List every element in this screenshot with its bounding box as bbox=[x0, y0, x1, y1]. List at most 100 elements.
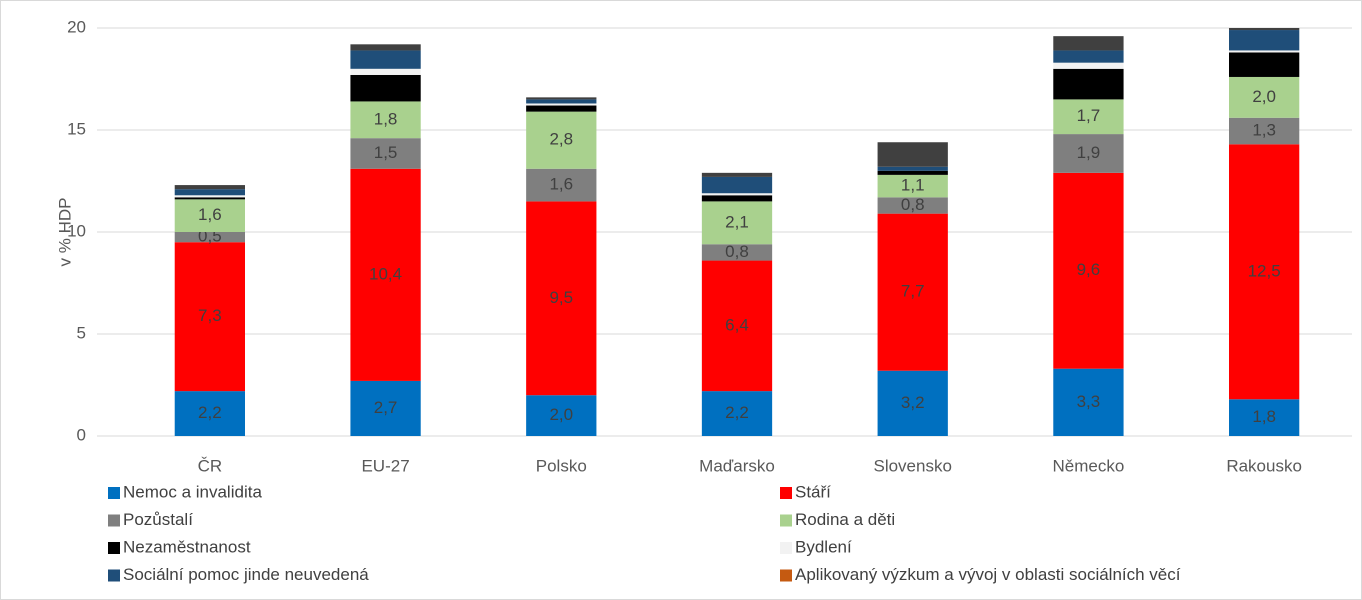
y-tick-label: 0 bbox=[77, 425, 86, 444]
bar-segment bbox=[526, 105, 597, 112]
bar-segment bbox=[701, 176, 773, 194]
bar-segment bbox=[1053, 50, 1124, 63]
x-tick-label: Slovensko bbox=[873, 456, 951, 475]
data-label: 2,0 bbox=[549, 405, 573, 424]
data-label: 12,5 bbox=[1248, 261, 1281, 280]
data-label: 1,5 bbox=[374, 143, 398, 162]
bar-segment bbox=[350, 138, 421, 169]
bar-segment bbox=[174, 189, 245, 196]
legend-label: Pozůstalí bbox=[123, 510, 193, 529]
bar-segment bbox=[1053, 172, 1124, 369]
legend-swatch bbox=[780, 487, 792, 499]
bar-segment bbox=[350, 168, 421, 381]
data-label: 0,8 bbox=[725, 242, 749, 261]
bar-segment bbox=[350, 101, 421, 139]
data-label: 6,4 bbox=[725, 315, 749, 334]
y-tick-label: 5 bbox=[77, 323, 86, 342]
y-axis-label: v % HDP bbox=[55, 198, 74, 267]
bar-segment bbox=[350, 68, 421, 75]
bar-segment bbox=[701, 172, 773, 177]
y-tick-label: 10 bbox=[67, 221, 86, 240]
bar-segment bbox=[174, 199, 245, 232]
x-tick-label: Německo bbox=[1053, 456, 1125, 475]
legend-swatch bbox=[108, 569, 120, 582]
bar-segment bbox=[701, 193, 773, 196]
data-label: 0,8 bbox=[901, 195, 925, 214]
bar-segment bbox=[1229, 30, 1300, 51]
legend-swatch bbox=[108, 487, 120, 499]
legend-label: Stáří bbox=[795, 482, 831, 501]
data-label: 7,3 bbox=[198, 306, 222, 325]
bar-segment bbox=[350, 50, 421, 69]
legend-swatch bbox=[108, 542, 120, 554]
bar-segment bbox=[1229, 76, 1300, 118]
bar-segment bbox=[526, 99, 597, 104]
bar-segment bbox=[1229, 28, 1300, 31]
bar-segment bbox=[701, 195, 773, 202]
bar-segment bbox=[1053, 68, 1124, 100]
data-label: 2,0 bbox=[1252, 87, 1276, 106]
y-tick-label: 15 bbox=[67, 119, 86, 138]
bar-segment bbox=[1053, 134, 1124, 173]
data-label: 1,8 bbox=[374, 109, 398, 128]
bar-segment bbox=[877, 142, 948, 167]
data-label: 2,7 bbox=[374, 398, 398, 417]
data-label: 1,8 bbox=[1252, 407, 1276, 426]
data-label: 7,7 bbox=[901, 282, 925, 301]
legend-swatch bbox=[108, 514, 120, 527]
data-label: 2,8 bbox=[549, 130, 573, 149]
data-label: 1,6 bbox=[549, 175, 573, 194]
bar-segment bbox=[174, 391, 245, 436]
bar-segment bbox=[526, 395, 597, 436]
bar-segment bbox=[350, 44, 421, 51]
bar-segment bbox=[174, 195, 245, 198]
x-tick-label: Rakousko bbox=[1226, 456, 1302, 475]
legend-label: Rodina a děti bbox=[795, 510, 895, 529]
x-tick-label: ČR bbox=[198, 456, 223, 475]
data-label: 3,3 bbox=[1077, 392, 1101, 411]
bar-segment bbox=[1229, 52, 1300, 77]
data-label: 3,2 bbox=[901, 393, 925, 412]
bar-segment bbox=[174, 197, 245, 200]
data-label: 1,3 bbox=[1252, 121, 1276, 140]
legend-swatch bbox=[780, 569, 792, 582]
bar-segment bbox=[1229, 399, 1300, 436]
bar-segment bbox=[1053, 62, 1124, 69]
data-label: 2,2 bbox=[725, 403, 749, 422]
data-label: 10,4 bbox=[369, 264, 402, 283]
bar-segment bbox=[877, 170, 948, 175]
bar-segment bbox=[877, 370, 948, 436]
bar-segment bbox=[174, 185, 245, 190]
bar-segment bbox=[174, 242, 245, 392]
bar-segment bbox=[1053, 36, 1124, 51]
x-tick-label: EU-27 bbox=[361, 456, 409, 475]
y-tick-label: 20 bbox=[67, 17, 86, 36]
bar-segment bbox=[1229, 144, 1300, 400]
bar-segment bbox=[174, 232, 245, 243]
bar-segment bbox=[526, 201, 597, 396]
bar-segment bbox=[701, 260, 773, 392]
bar-segment bbox=[877, 174, 948, 198]
legend-label: Aplikovaný výzkum a vývoj v oblasti soci… bbox=[795, 565, 1181, 584]
bar-segment bbox=[526, 103, 597, 106]
data-label: 2,2 bbox=[198, 403, 222, 422]
legend-label: Nemoc a invalidita bbox=[123, 482, 262, 501]
bar-segment bbox=[1229, 117, 1300, 145]
bar-segment bbox=[701, 201, 773, 245]
legend-label: Nezaměstnanost bbox=[123, 537, 251, 556]
data-label: 9,6 bbox=[1077, 260, 1101, 279]
bar-segment bbox=[350, 380, 421, 436]
x-tick-label: Polsko bbox=[536, 456, 587, 475]
bar-segment bbox=[1229, 50, 1300, 53]
legend-label: Sociální pomoc jinde neuvedená bbox=[123, 565, 369, 584]
data-label: 1,7 bbox=[1077, 106, 1101, 125]
x-tick-label: Maďarsko bbox=[699, 456, 775, 475]
bar-segment bbox=[526, 97, 597, 100]
data-label: 1,6 bbox=[198, 205, 222, 224]
data-label: 9,5 bbox=[549, 288, 573, 307]
bar-segment bbox=[526, 111, 597, 169]
bar-segment bbox=[1053, 368, 1124, 436]
legend-swatch bbox=[780, 514, 792, 527]
bar-segment bbox=[877, 213, 948, 371]
